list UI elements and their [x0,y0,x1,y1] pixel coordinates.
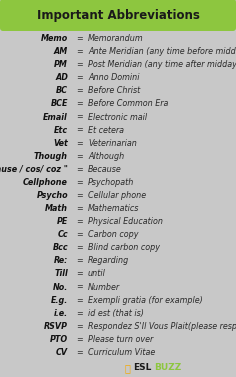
Text: ESL: ESL [133,363,151,372]
Text: =: = [77,282,83,291]
Text: PTO: PTO [50,335,68,344]
Text: Before Common Era: Before Common Era [88,100,168,109]
Text: =: = [77,73,83,82]
Text: Till: Till [54,270,68,279]
Text: Anno Domini: Anno Domini [88,73,139,82]
Text: =: = [77,126,83,135]
Text: Cellular phone: Cellular phone [88,191,146,200]
Text: BC: BC [56,86,68,95]
Text: Important Abbreviations: Important Abbreviations [37,9,199,21]
Text: PM: PM [54,60,68,69]
Text: =: = [77,152,83,161]
Text: BCE: BCE [51,100,68,109]
Text: Cc: Cc [57,230,68,239]
Text: Bcc: Bcc [52,243,68,252]
Text: Number: Number [88,282,120,291]
Text: =: = [77,204,83,213]
Text: Blind carbon copy: Blind carbon copy [88,243,160,252]
Text: =: = [77,309,83,318]
Text: Because: Because [88,165,122,174]
Text: Ante Meridian (any time before midday): Ante Meridian (any time before midday) [88,47,236,56]
Text: Email: Email [43,112,68,121]
Text: Mathematics: Mathematics [88,204,139,213]
Text: Regarding: Regarding [88,256,129,265]
Text: Memorandum: Memorandum [88,34,144,43]
Text: Et cetera: Et cetera [88,126,124,135]
Text: =: = [77,60,83,69]
Text: Carbon copy: Carbon copy [88,230,139,239]
Text: Although: Although [88,152,124,161]
Text: =: = [77,100,83,109]
Text: =: = [77,34,83,43]
Text: =: = [77,191,83,200]
Text: BUZZ: BUZZ [154,363,181,372]
Text: =: = [77,139,83,148]
Text: "cause / cos/ coz ": "cause / cos/ coz " [0,165,68,174]
Text: E.g.: E.g. [51,296,68,305]
Text: =: = [77,230,83,239]
Text: Exempli gratia (for example): Exempli gratia (for example) [88,296,203,305]
Text: Physical Education: Physical Education [88,217,163,226]
Text: Post Meridian (any time after midday): Post Meridian (any time after midday) [88,60,236,69]
Text: =: = [77,86,83,95]
Text: =: = [77,217,83,226]
Text: until: until [88,270,106,279]
Text: =: = [77,322,83,331]
Text: Vet: Vet [53,139,68,148]
Text: Please turn over: Please turn over [88,335,153,344]
Text: =: = [77,348,83,357]
FancyBboxPatch shape [0,0,236,31]
Text: Electronic mail: Electronic mail [88,112,147,121]
Text: Psycho: Psycho [36,191,68,200]
Text: Curriculum Vitae: Curriculum Vitae [88,348,155,357]
Text: =: = [77,178,83,187]
Text: 🐝: 🐝 [124,363,130,373]
Text: RSVP: RSVP [44,322,68,331]
Text: AD: AD [55,73,68,82]
Text: Memo: Memo [41,34,68,43]
Text: =: = [77,256,83,265]
Text: Though: Though [34,152,68,161]
Text: =: = [77,243,83,252]
Text: =: = [77,165,83,174]
Text: =: = [77,335,83,344]
Text: Etc: Etc [54,126,68,135]
Text: Before Christ: Before Christ [88,86,140,95]
Text: i.e.: i.e. [54,309,68,318]
Text: Math: Math [45,204,68,213]
Text: CV: CV [56,348,68,357]
Text: =: = [77,112,83,121]
Text: AM: AM [54,47,68,56]
Text: =: = [77,296,83,305]
Text: Respondez S'Il Vous Plait(please respond): Respondez S'Il Vous Plait(please respond… [88,322,236,331]
Text: =: = [77,47,83,56]
Text: Veterinarian: Veterinarian [88,139,137,148]
Text: PE: PE [57,217,68,226]
Text: Re:: Re: [54,256,68,265]
Text: No.: No. [53,282,68,291]
Text: Cellphone: Cellphone [23,178,68,187]
Text: Psychopath: Psychopath [88,178,134,187]
Text: id est (that is): id est (that is) [88,309,144,318]
Text: =: = [77,270,83,279]
